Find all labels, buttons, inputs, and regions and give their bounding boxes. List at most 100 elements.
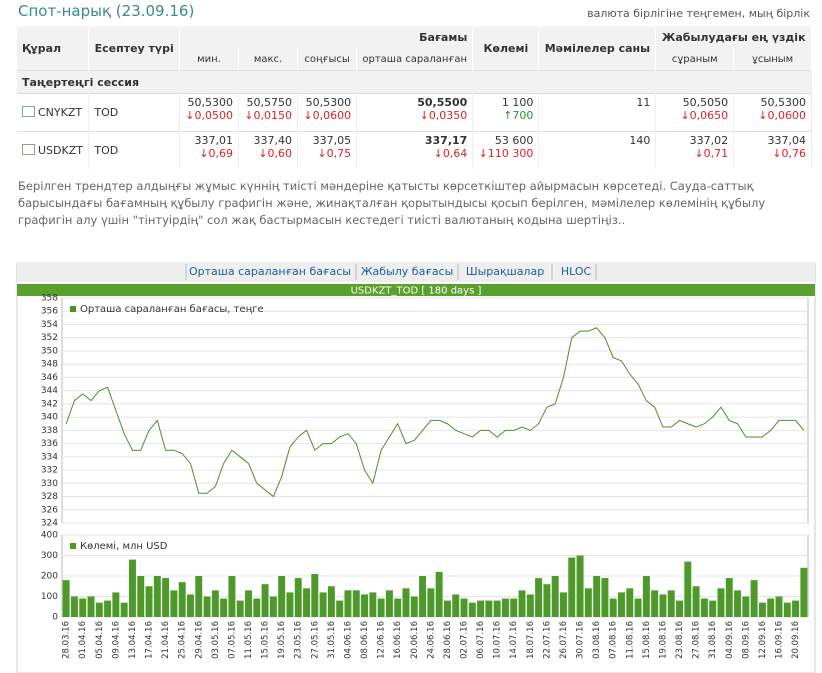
y-tick-label: 324 <box>41 519 58 529</box>
volume-change: 700 <box>478 109 533 122</box>
volume-cell: 53 600110 300 <box>472 131 540 169</box>
volume-bar <box>742 596 750 617</box>
volume-bar <box>717 588 725 617</box>
instrument-cell: CNYKZT <box>17 93 90 132</box>
y-tick-label: 326 <box>41 505 58 515</box>
x-tick-label: 16.09.16 <box>774 621 784 659</box>
volume-bar <box>269 596 277 617</box>
volume-bar <box>800 567 808 617</box>
col-header: Бағамы <box>179 26 474 48</box>
x-tick-label: 26.07.16 <box>559 621 569 659</box>
volume-bar <box>485 600 493 617</box>
volume-bar <box>568 557 576 617</box>
x-tick-label: 09.04.16 <box>111 621 121 659</box>
volume-bar <box>120 602 128 617</box>
volume-bar <box>551 576 559 617</box>
deals: 140 <box>629 134 651 147</box>
avg-value: 337,17 <box>424 134 468 147</box>
volume-bar <box>245 590 252 617</box>
volume-bar <box>593 576 601 617</box>
volume-bar <box>559 592 567 617</box>
y-tick-label: 334 <box>41 452 58 462</box>
volume-bar <box>220 598 228 617</box>
y-tick-label: 100 <box>41 592 58 602</box>
volume-bar <box>659 594 667 617</box>
volume-bar <box>576 555 584 617</box>
ask-cell: 337,040,76 <box>733 131 812 169</box>
x-tick-label: 19.05.16 <box>277 621 287 659</box>
volume-bar <box>443 600 451 617</box>
volume-bar <box>261 584 269 617</box>
x-tick-label: 28.03.16 <box>62 621 72 659</box>
x-tick-label: 15.05.16 <box>261 621 271 659</box>
title-bar <box>17 284 815 296</box>
y-tick-label: 330 <box>41 479 58 489</box>
volume-bar <box>783 602 791 617</box>
volume-bar <box>87 596 95 617</box>
x-tick-label: 07.05.16 <box>227 621 237 659</box>
x-tick-label: 05.04.16 <box>95 621 105 659</box>
max-change: 0,60 <box>244 147 293 160</box>
deals-cell: 11 <box>538 93 657 132</box>
volume-bar <box>618 592 625 617</box>
volume-bar <box>327 586 335 617</box>
col-header: мин. <box>179 48 240 71</box>
bid-cell: 337,020,71 <box>655 131 735 169</box>
bid-change: 0,71 <box>661 147 729 160</box>
x-tick-label: 07.08.16 <box>609 621 619 659</box>
volume-bar <box>609 598 617 617</box>
chart-icon <box>22 106 35 117</box>
col-header: соңғысы <box>297 48 358 71</box>
volume-bar <box>236 600 244 617</box>
volume-bar <box>70 596 78 617</box>
volume-bar <box>725 578 733 617</box>
avg-cell: 50,55000,0350 <box>356 93 474 132</box>
volume-bar <box>700 598 708 617</box>
x-tick-label: 24.06.16 <box>426 621 436 659</box>
volume-bar <box>278 576 286 617</box>
volume-bar <box>311 573 319 617</box>
volume-bar <box>676 600 684 617</box>
volume-bar <box>775 596 783 617</box>
bid-value: 50,5050 <box>682 96 729 109</box>
y-tick-label: 350 <box>41 346 58 356</box>
volume-bar <box>112 592 120 617</box>
col-header: орташа сараланған <box>356 48 474 71</box>
volume-bar <box>195 576 203 617</box>
col-header: Көлемі <box>472 26 540 71</box>
volume-bar <box>361 594 369 617</box>
bid-value: 337,02 <box>689 134 729 147</box>
charts: USDKZT_TOD [ 180 days ] Орташа сараланға… <box>16 262 816 673</box>
x-tick-label: 28.06.16 <box>443 621 453 659</box>
volume-bar <box>402 588 410 617</box>
volume-bar <box>95 602 103 617</box>
y-tick-label: 336 <box>41 439 58 449</box>
y-tick-label: 348 <box>41 360 58 370</box>
settlement: TOD <box>88 93 180 132</box>
volume-bar <box>211 590 219 617</box>
volume-bar <box>253 598 261 617</box>
volume-bar <box>178 582 186 617</box>
volume-bar <box>468 602 476 617</box>
legend-label: Көлемі, млн USD <box>80 540 168 552</box>
x-tick-label: 27.08.16 <box>692 621 702 659</box>
volume-bar <box>344 590 352 617</box>
tab: Жабылу бағасы <box>361 265 454 278</box>
x-tick-label: 30.07.16 <box>576 621 586 659</box>
volume-bar <box>667 590 675 617</box>
volume-bar <box>427 588 435 617</box>
x-tick-label: 23.08.16 <box>675 621 685 659</box>
avg-change: 0,64 <box>362 147 468 160</box>
volume-bar <box>792 600 800 617</box>
session-label: Таңертеңгі сессия <box>17 70 812 94</box>
bid-cell: 50,50500,0650 <box>655 93 735 132</box>
x-tick-label: 18.07.16 <box>526 621 536 659</box>
y-tick-label: 200 <box>41 572 58 582</box>
x-tick-label: 11.08.16 <box>625 621 635 659</box>
last-change: 0,75 <box>303 147 352 160</box>
y-tick-label: 352 <box>41 333 58 343</box>
volume-bar <box>543 584 551 617</box>
avg-cell: 337,170,64 <box>356 131 474 169</box>
col-header: Мәмілелер саны <box>538 26 657 71</box>
